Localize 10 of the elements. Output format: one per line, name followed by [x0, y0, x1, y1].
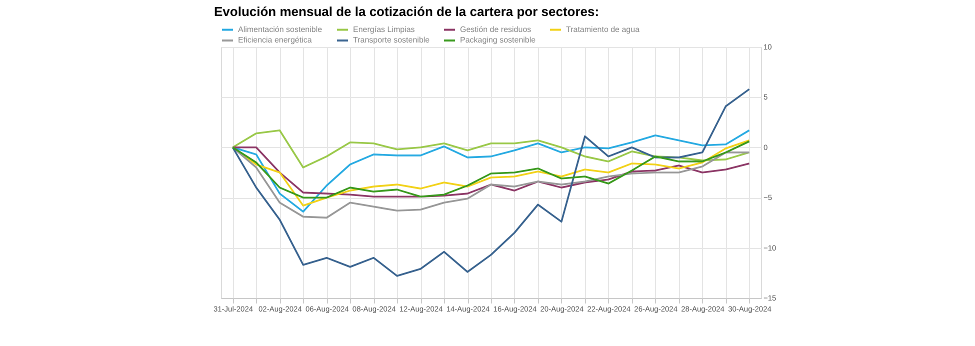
line-series: [232, 88, 750, 277]
legend-label: Alimentación sostenible: [238, 24, 323, 34]
legend-label: Transporte sostenible: [353, 36, 430, 44]
legend-label: Tratamiento de agua: [566, 24, 640, 34]
chart-title: Evolución mensual de la cotización de la cartera por sectores:: [214, 4, 600, 19]
line-series: [232, 129, 750, 168]
legend-label: Energías Limpias: [353, 24, 415, 34]
legend-label: Eficiencia energética: [238, 36, 312, 44]
legend-label: Gestión de residuos: [460, 24, 532, 34]
legend-label: Packaging sostenible: [460, 36, 536, 44]
